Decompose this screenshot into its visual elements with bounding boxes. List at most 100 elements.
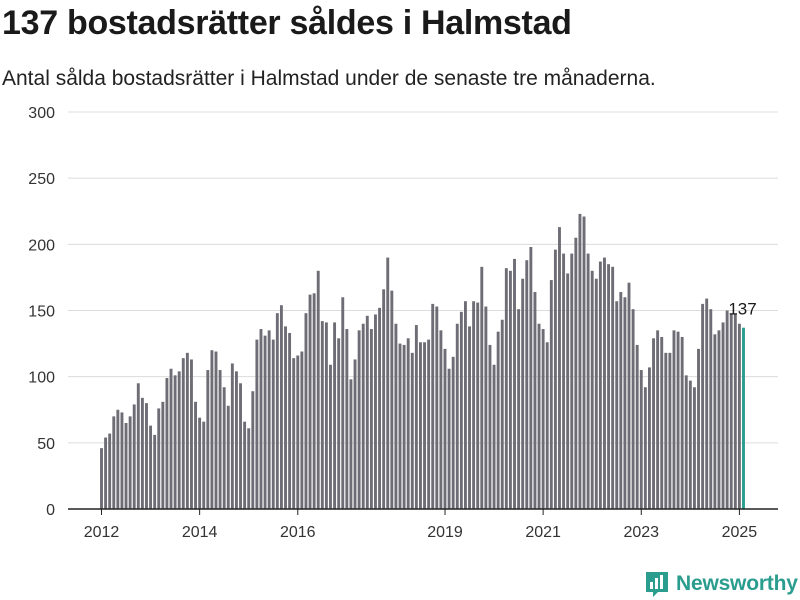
bar [173,375,177,509]
bar [680,336,684,509]
x-tick-label: 2014 [182,524,218,541]
bar [140,397,144,509]
bar [603,257,606,509]
bar [439,330,443,509]
bar [729,314,733,509]
bar [410,352,414,509]
bar [247,428,251,509]
chart-title: 137 bostadsrätter såldes i Halmstad [2,4,572,42]
bar [480,266,484,509]
bar [112,416,116,509]
bar [472,301,476,509]
bar [365,315,369,509]
bar [692,387,696,509]
bar [500,319,504,509]
bar [226,405,230,509]
bar [324,322,328,509]
bar [676,331,680,509]
bar [361,323,365,509]
bar [198,417,202,509]
bar [709,309,713,509]
brand-name: Newsworthy [676,572,798,595]
bar [116,409,120,509]
bar [329,364,332,509]
bar [672,330,676,509]
bar [263,335,267,509]
bar [463,301,467,509]
x-tick-label: 2016 [280,524,316,541]
bar [394,323,398,509]
bar [406,338,410,509]
bar [304,313,308,509]
bar [218,370,222,509]
bar [668,352,672,509]
bar [255,339,259,509]
bar [275,313,279,509]
bar [529,246,533,510]
bar [145,403,148,509]
brand-logo[interactable]: Newsworthy [644,570,798,598]
bar [664,352,668,509]
bar [525,260,529,509]
bar [660,336,664,509]
gridlines [68,111,778,444]
bar [725,310,729,509]
bar [402,344,406,509]
bar [611,266,615,509]
bar [251,391,255,509]
bar [374,314,377,509]
bar [455,323,459,509]
bar [586,253,590,509]
bar [684,375,688,509]
bar [459,311,463,509]
bar [185,352,189,509]
latest-value-label: 137 [728,300,756,319]
bar [484,306,488,509]
bar [701,303,705,509]
bar [136,383,140,509]
bar [194,401,197,509]
bar [468,326,471,509]
bar [721,322,725,509]
bar [369,329,373,509]
y-tick-label: 250 [28,171,55,188]
bar [431,303,435,509]
bar [508,270,512,509]
bar [615,301,619,509]
y-tick-label: 50 [37,436,55,453]
bar [566,273,570,509]
x-tick-label: 2021 [525,524,561,541]
bar [574,237,578,509]
bar [206,370,210,509]
y-tick-label: 100 [28,370,55,387]
bar [733,314,737,509]
bar [594,278,598,509]
bar [639,370,643,509]
bar [165,377,169,509]
bar [234,371,238,509]
bar [108,433,112,509]
bar [284,326,287,509]
bar [149,425,153,509]
bar [553,249,557,509]
bar [345,329,349,509]
bar [177,371,181,509]
bar [124,422,128,509]
bar [521,278,525,509]
bar [279,305,283,509]
bar [296,355,300,509]
bar [169,368,173,509]
bar-latest [742,327,745,509]
bar [239,383,242,509]
bar [320,321,324,509]
bar [451,356,455,509]
axes: 0 50 100 150 200 250 300 137 2012 2014 2016 2019 202… [28,105,778,541]
bar [153,434,157,509]
bar [300,351,304,509]
bar [504,268,508,509]
bar [705,298,709,509]
newsworthy-logo-icon [646,572,668,597]
bar [341,297,345,509]
bar [578,213,582,509]
